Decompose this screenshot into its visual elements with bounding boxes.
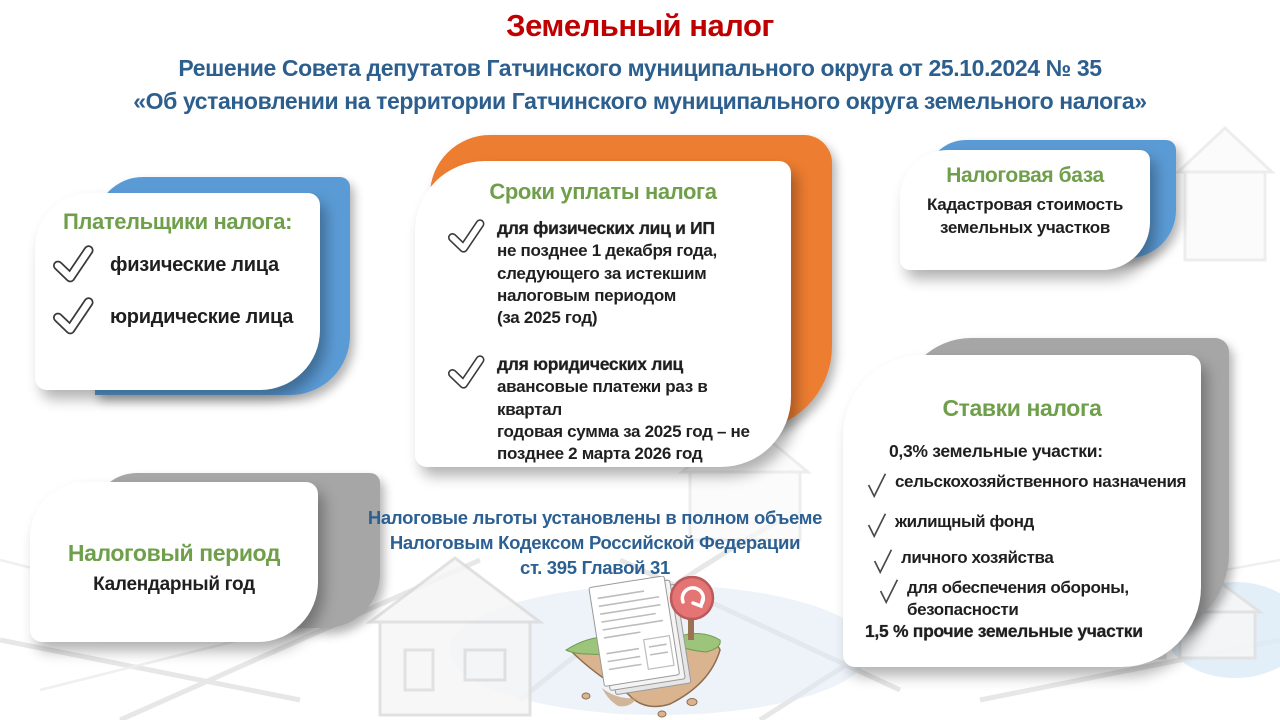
list-item-label: сельскохозяйственного назначения	[895, 472, 1187, 491]
check-icon	[873, 549, 893, 575]
list-item-text: для юридических лиц авансовые платежи ра…	[497, 353, 750, 466]
check-icon	[867, 473, 887, 499]
card-deadlines: Сроки уплаты налога для физических лиц и…	[415, 135, 835, 475]
card-payers: Плательщики налога: физические лица юрид…	[35, 173, 355, 423]
list-item-label: для обеспечения обороны, безопасности	[907, 578, 1129, 620]
subtitle-line-2: «Об установлении на территории Гатчинско…	[133, 88, 1147, 115]
list-item: для юридических лиц авансовые платежи ра…	[445, 353, 750, 466]
list-item-body: авансовые платежи раз в квартал годовая …	[497, 377, 750, 464]
card-tax-base-panel: Налоговая база Кадастровая стоимость зем…	[900, 150, 1150, 270]
double-check-icon	[52, 245, 94, 283]
note-line-3: ст. 395 Главой 31	[519, 556, 671, 578]
double-check-icon	[447, 219, 485, 253]
check-icon	[879, 579, 899, 605]
card-deadlines-panel: Сроки уплаты налога для физических лиц и…	[415, 161, 791, 467]
card-rates: Ставки налога 0,3% земельные участки: се…	[843, 338, 1233, 673]
documents-island-illustration	[564, 576, 721, 718]
card-rates-panel: Ставки налога 0,3% земельные участки: се…	[843, 355, 1201, 667]
list-item: физические лица	[50, 245, 279, 285]
double-check-icon	[52, 297, 94, 335]
subtitle-line-1: Решение Совета депутатов Гатчинского мун…	[178, 55, 1102, 81]
tax-benefits-note: Налоговые льготы установлены в полном об…	[350, 506, 840, 581]
card-tax-base-title: Налоговая база	[946, 164, 1104, 187]
note-line-2: Налоговым Кодексом Российской Федерации	[389, 531, 801, 553]
card-period-title: Налоговый период	[67, 540, 281, 566]
card-deadlines-title: Сроки уплаты налога	[489, 179, 717, 204]
note-line-1: Налоговые льготы установлены в полном об…	[367, 507, 823, 528]
card-payers-title: Плательщики налога:	[63, 209, 293, 234]
rates-intro: 0,3% земельные участки:	[889, 441, 1103, 461]
list-item-body: не позднее 1 декабря года, следующего за…	[497, 241, 717, 328]
list-item: личного хозяйства	[871, 547, 1054, 575]
card-tax-base: Налоговая база Кадастровая стоимость зем…	[900, 138, 1182, 274]
list-item: сельскохозяйственного назначения	[865, 471, 1186, 499]
list-item: юридические лица	[50, 297, 293, 337]
list-item-text: для физических лиц и ИП не позднее 1 дек…	[497, 217, 717, 330]
list-item: для физических лиц и ИП не позднее 1 дек…	[445, 217, 717, 330]
rates-outro: 1,5 % прочие земельные участки	[865, 621, 1143, 641]
list-item-label: физические лица	[110, 253, 279, 276]
double-check-icon	[447, 355, 485, 389]
list-item: для обеспечения обороны, безопасности	[877, 577, 1129, 621]
card-period-body: Календарный год	[93, 574, 255, 595]
list-item-lead: для физических лиц и ИП	[497, 218, 715, 238]
list-item: жилищный фонд	[865, 511, 1034, 539]
page-title: Земельный налог	[506, 8, 774, 43]
check-icon	[867, 513, 887, 539]
refresh-stamp-icon	[669, 576, 715, 621]
card-period: Налоговый период Календарный год	[30, 470, 380, 650]
page-subtitle: Решение Совета депутатов Гатчинского мун…	[0, 52, 1280, 119]
card-tax-base-body: Кадастровая стоимость земельных участков	[927, 195, 1123, 237]
list-item-label: жилищный фонд	[895, 512, 1034, 531]
list-item-label: личного хозяйства	[901, 548, 1054, 567]
card-payers-panel: Плательщики налога: физические лица юрид…	[35, 193, 320, 390]
card-rates-title: Ставки налога	[942, 395, 1102, 421]
list-item-lead: для юридических лиц	[497, 354, 683, 374]
card-period-panel: Налоговый период Календарный год	[30, 482, 318, 642]
list-item-label: юридические лица	[110, 305, 294, 328]
